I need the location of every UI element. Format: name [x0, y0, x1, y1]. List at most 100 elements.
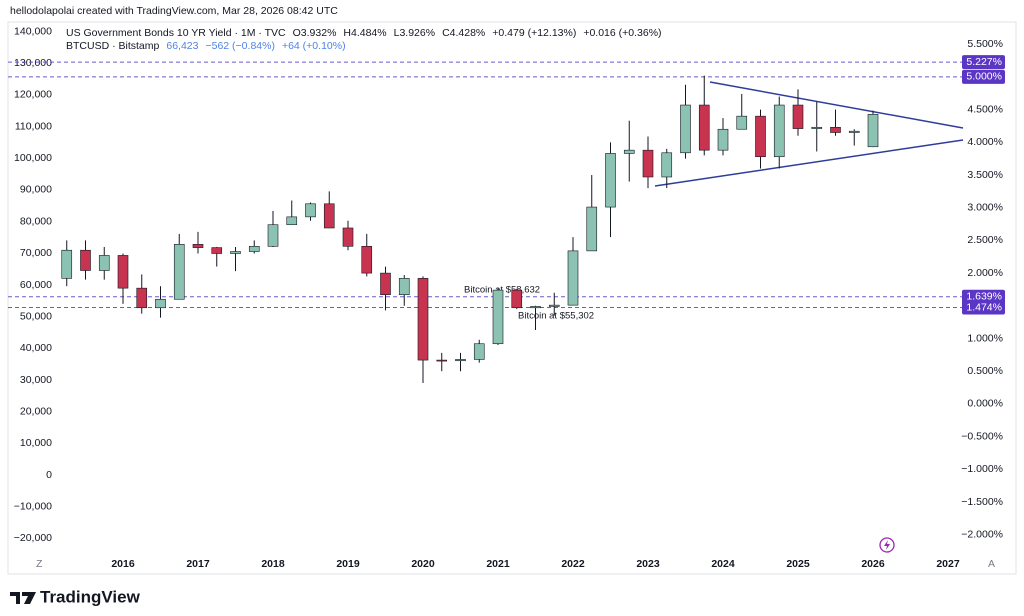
candle-body [117, 255, 129, 289]
legend-stat: +0.479 (+12.13%) [492, 27, 576, 39]
y-tick-label: 60,000 [20, 279, 52, 291]
candle-body [530, 306, 541, 309]
header: hellodolapolai created with TradingView.… [10, 5, 338, 17]
y-tick-label: 140,000 [14, 25, 52, 37]
candle-body [623, 149, 635, 154]
y2-tick-label: 1.000% [967, 332, 1003, 344]
y-tick-label: −10,000 [14, 501, 52, 513]
y2-tick-label: 0.000% [967, 398, 1003, 410]
price-label-box [962, 55, 1005, 70]
candle-body [586, 206, 598, 252]
y2-tick-label: 0.500% [967, 365, 1003, 377]
y2-tick-label: 4.000% [967, 136, 1003, 148]
legend-stat: C4.428% [442, 27, 485, 39]
candle-body [211, 247, 223, 254]
x-tick-label: 2020 [411, 558, 435, 570]
candle-body [380, 272, 391, 295]
candle-body [436, 359, 448, 362]
candle-body [323, 203, 335, 229]
y2-tick-label: 2.500% [967, 234, 1003, 246]
x-tick-label: 2018 [261, 558, 285, 570]
candle-body [605, 153, 616, 208]
y-tick-label: −20,000 [14, 532, 52, 544]
x-tick-label: 2016 [111, 558, 135, 570]
candle-body [98, 255, 110, 271]
candle-body [267, 224, 279, 247]
legend-entry: BTCUSD · Bitstamp 66,423 −562 (−0.84%) +64 … [66, 40, 346, 52]
candle-body [361, 245, 373, 274]
price-label: 1.639% [966, 290, 1002, 302]
candle-body [755, 115, 766, 158]
y-tick-label: 50,000 [20, 310, 52, 322]
candle-body [642, 149, 654, 178]
candle-body [773, 104, 785, 158]
candle-body [417, 278, 429, 361]
y2-tick-label: −1.500% [961, 496, 1003, 508]
x-tick-label: 2019 [336, 558, 360, 570]
y-tick-label: 90,000 [20, 184, 52, 196]
legend-stat: O3.932% [293, 27, 337, 39]
y2-tick-label: −0.500% [961, 430, 1003, 442]
price-label-box [962, 69, 1005, 84]
x-tick-label: 2021 [486, 558, 510, 570]
price-label: 5.227% [966, 56, 1002, 68]
candle-body [717, 128, 729, 151]
annotation: Bitcoin at $55,302 [518, 311, 594, 322]
alert-icon[interactable] [879, 537, 895, 553]
x-tick-label: 2023 [636, 558, 660, 570]
y-tick-label: 130,000 [14, 57, 52, 69]
y-tick-label: 30,000 [20, 374, 52, 386]
x-tick-label: 2017 [186, 558, 210, 570]
candle-body [830, 126, 841, 133]
candle-body [811, 126, 823, 129]
legend-name: US Government Bonds 10 YR Yield · 1M · T… [66, 27, 286, 39]
candle-body [286, 216, 298, 226]
legend-stat: −562 (−0.84%) [205, 40, 274, 52]
y2-tick-label: 2.000% [967, 267, 1003, 279]
candle-body [173, 244, 185, 300]
y-tick-label: 70,000 [20, 247, 52, 259]
candle-body [867, 114, 879, 148]
y2-tick-label: 5.500% [967, 38, 1003, 50]
candle-body [80, 249, 91, 271]
candle-body [698, 104, 710, 151]
y2-tick-label: −1.000% [961, 463, 1003, 475]
candle-body [567, 250, 579, 306]
price-label-box [962, 300, 1005, 315]
candle-body [136, 287, 148, 309]
y-tick-label: 120,000 [14, 89, 52, 101]
y2-tick-label: −2.000% [961, 528, 1003, 540]
trend-line [654, 139, 964, 187]
x-tick-label: 2027 [936, 558, 960, 570]
candle-body [511, 289, 523, 309]
candle-body [792, 104, 804, 129]
candle-body [230, 251, 241, 254]
candle-body [661, 152, 673, 178]
y-tick-label: 10,000 [20, 437, 52, 449]
y-tick-label: 100,000 [14, 152, 52, 164]
x-tick-label: 2025 [786, 558, 810, 570]
logo-icon [10, 592, 36, 604]
auto-button[interactable]: A [988, 558, 995, 570]
y2-tick-label: 4.500% [967, 103, 1003, 115]
price-label: 1.474% [966, 301, 1002, 313]
x-tick-label: 2024 [711, 558, 735, 570]
legend-stat: L3.926% [394, 27, 435, 39]
trend-line [709, 81, 964, 129]
candle-body [680, 104, 691, 154]
zoom-button[interactable]: Z [36, 558, 43, 570]
logo[interactable]: TradingView [40, 587, 141, 606]
candle-body [155, 298, 166, 309]
y2-tick-label: 3.500% [967, 169, 1003, 181]
candle-body [305, 203, 316, 218]
alert-icon [884, 540, 890, 550]
candle-body [455, 359, 466, 362]
candle-body [192, 244, 204, 248]
y-tick-label: 20,000 [20, 406, 52, 418]
price-label-box [962, 289, 1005, 304]
candle-body [492, 289, 504, 345]
candle-body [398, 278, 410, 295]
candle-body [548, 304, 560, 307]
